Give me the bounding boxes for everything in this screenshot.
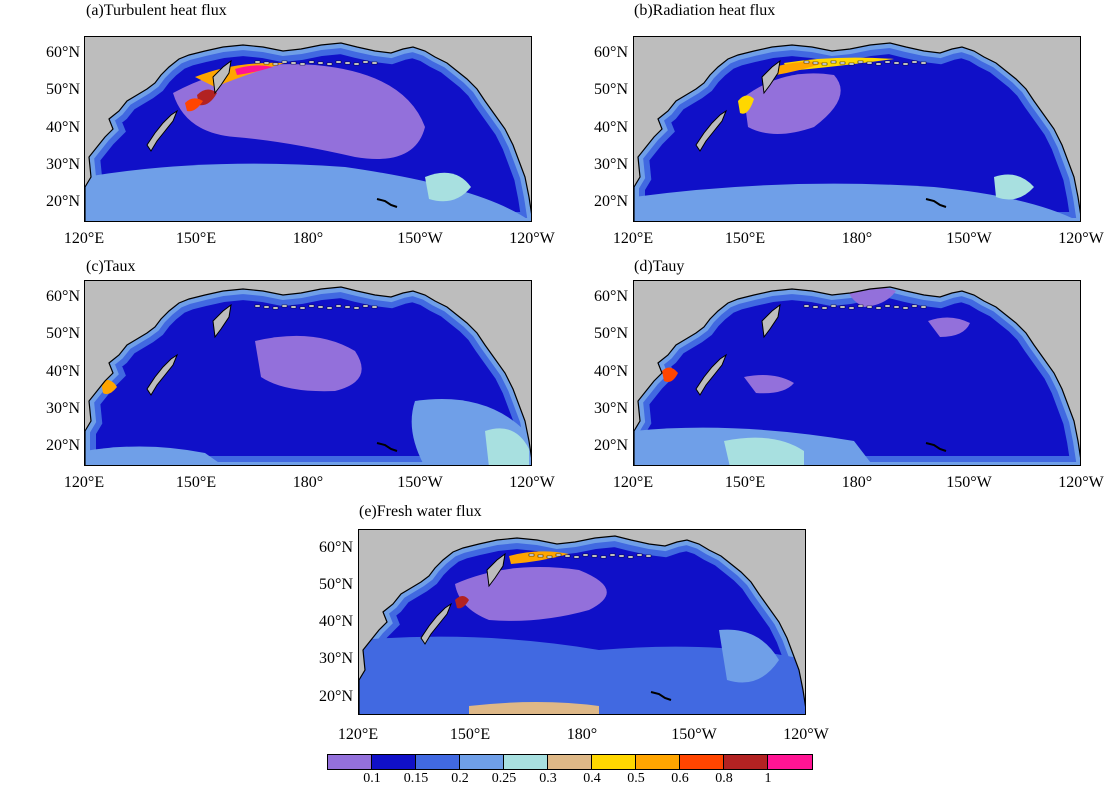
map-e-graphic [359,535,805,714]
lon-label-180-a: 180° [292,230,324,247]
lat-label-50-c: 50°N [46,325,80,342]
map-c-graphic [85,286,531,465]
map-b [633,36,1081,222]
lon-label-120e-d: 120°E [612,474,654,491]
lon-label-120w-d: 120°W [1058,474,1104,491]
colorbar-swatch [460,755,504,769]
colorbar-swatch [328,755,372,769]
colorbar-swatch [504,755,548,769]
colorbar-label: 1 [764,771,772,786]
colorbar-swatch [636,755,680,769]
lat-label-50-b: 50°N [594,81,628,98]
lat-label-60-a: 60°N [46,44,80,61]
lat-label-60-d: 60°N [594,288,628,305]
lat-label-50-d: 50°N [594,325,628,342]
colorbar-swatch [372,755,416,769]
lat-label-40-e: 40°N [319,613,353,630]
lon-label-120e-b: 120°E [612,230,654,247]
map-b-graphic [634,42,1080,221]
lon-label-180-e: 180° [566,726,598,743]
colorbar [327,754,813,770]
colorbar-swatch [592,755,636,769]
lon-label-120e-e: 120°E [337,726,379,743]
panel-e-title: (e)Fresh water flux [359,503,482,520]
lon-label-150w-e: 150°W [671,726,717,743]
lat-label-60-e: 60°N [319,539,353,556]
colorbar-label: 0.1 [363,771,381,786]
lon-label-180-d: 180° [841,474,873,491]
colorbar-label: 0.4 [583,771,601,786]
colorbar-label: 0.15 [403,771,429,786]
lon-label-150w-a: 150°W [397,230,443,247]
lon-label-150e-d: 150°E [724,474,766,491]
lon-label-120w-a: 120°W [509,230,555,247]
lat-label-60-b: 60°N [594,44,628,61]
colorbar-label: 0.8 [715,771,733,786]
lon-label-120e-a: 120°E [63,230,105,247]
colorbar-label: 0.5 [627,771,645,786]
lon-label-150w-b: 150°W [946,230,992,247]
colorbar-swatch [724,755,768,769]
lat-label-20-b: 20°N [594,193,628,210]
lat-label-30-d: 30°N [594,400,628,417]
colorbar-label: 0.25 [491,771,517,786]
colorbar-swatch [548,755,592,769]
panel-b-title: (b)Radiation heat flux [634,2,776,19]
lat-label-60-c: 60°N [46,288,80,305]
colorbar-label: 0.2 [451,771,469,786]
lat-label-20-a: 20°N [46,193,80,210]
colorbar-label: 0.3 [539,771,557,786]
lon-label-150e-c: 150°E [175,474,217,491]
lat-label-40-c: 40°N [46,363,80,380]
panel-c-title: (c)Taux [86,258,136,275]
colorbar-swatch [768,755,812,769]
lon-label-150w-c: 150°W [397,474,443,491]
map-c [84,280,532,466]
lon-label-120w-e: 120°W [783,726,829,743]
lon-label-150e-a: 150°E [175,230,217,247]
lon-label-150e-b: 150°E [724,230,766,247]
lat-label-20-c: 20°N [46,437,80,454]
lat-label-20-e: 20°N [319,688,353,705]
lat-label-40-a: 40°N [46,119,80,136]
lat-label-30-c: 30°N [46,400,80,417]
map-d-graphic [634,286,1080,465]
colorbar-label: 0.6 [671,771,689,786]
lat-label-50-a: 50°N [46,81,80,98]
lat-label-30-a: 30°N [46,156,80,173]
colorbar-swatch [680,755,724,769]
lon-label-120w-b: 120°W [1058,230,1104,247]
lat-label-50-e: 50°N [319,576,353,593]
panel-d-title: (d)Tauy [634,258,685,275]
map-e [358,529,806,715]
lon-label-120e-c: 120°E [63,474,105,491]
lon-label-150w-d: 150°W [946,474,992,491]
map-a [84,36,532,222]
panel-a-title: (a)Turbulent heat flux [86,2,227,19]
map-d [633,280,1081,466]
lat-label-20-d: 20°N [594,437,628,454]
lon-label-120w-c: 120°W [509,474,555,491]
lat-label-40-d: 40°N [594,363,628,380]
lat-label-30-b: 30°N [594,156,628,173]
colorbar-swatch [416,755,460,769]
lat-label-40-b: 40°N [594,119,628,136]
lon-label-180-c: 180° [292,474,324,491]
lon-label-150e-e: 150°E [449,726,491,743]
lon-label-180-b: 180° [841,230,873,247]
map-a-graphic [85,42,531,221]
lat-label-30-e: 30°N [319,650,353,667]
